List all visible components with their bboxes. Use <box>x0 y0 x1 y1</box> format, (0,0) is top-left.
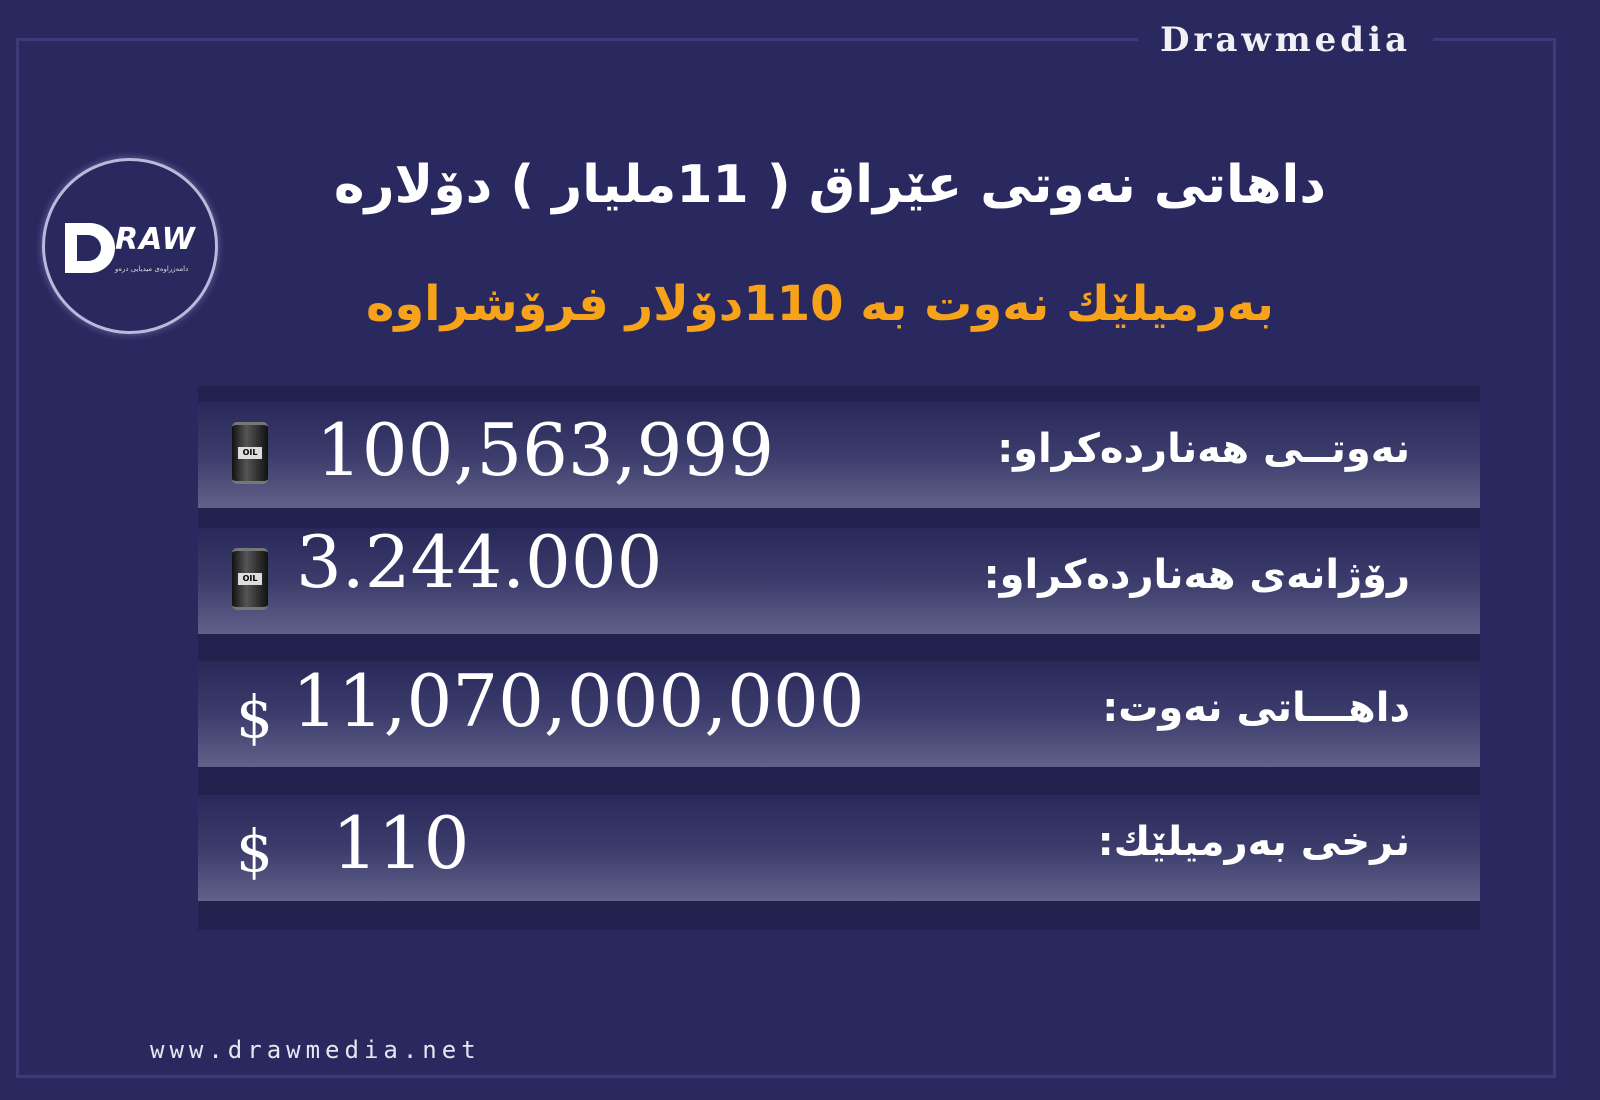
stat-label: نرخی بەرمیلێك: <box>1097 819 1410 865</box>
subheadline: بەرمیلێك نەوت بە 110دۆلار فرۆشراوە <box>365 276 1274 332</box>
oil-barrel-icon: OIL <box>232 548 268 610</box>
logo-subtext: دامەزراوەی میدیایی درەو <box>115 265 189 273</box>
stat-value: 11,070,000,000 <box>292 659 865 743</box>
currency-symbol: $ <box>236 683 273 751</box>
logo-text: RAW <box>115 222 196 257</box>
oil-barrel-icon: OIL <box>232 422 268 484</box>
stat-value: 100,563,999 <box>316 408 775 492</box>
headline: داهاتی نەوتی عێراق ( 11ملیار ) دۆلارە <box>333 155 1327 215</box>
logo-d-mark <box>65 223 115 273</box>
stat-row-barrel-price: $ 110 نرخی بەرمیلێك: <box>198 795 1480 901</box>
outer-frame <box>16 38 1556 1078</box>
stat-value: 3.244.000 <box>296 520 663 604</box>
stat-label: نەوتــی هەناردەكراو: <box>997 426 1410 472</box>
stat-row-daily-export: OIL 3.244.000 رۆژانەی هەناردەكراو: <box>198 520 1480 634</box>
draw-logo: RAW دامەزراوەی میدیایی درەو <box>42 158 218 334</box>
stat-row-exported-oil: OIL 100,563,999 نەوتــی هەناردەكراو: <box>198 402 1480 508</box>
barrel-label: OIL <box>238 573 262 585</box>
stat-row-oil-revenue: $ 11,070,000,000 داهـــاتی نەوت: <box>198 659 1480 767</box>
brand-name: Drawmedia <box>1138 20 1434 60</box>
barrel-label: OIL <box>238 447 262 459</box>
currency-symbol: $ <box>236 817 273 885</box>
stat-label: داهـــاتی نەوت: <box>1102 685 1410 731</box>
stat-value: 110 <box>332 801 470 885</box>
stat-label: رۆژانەی هەناردەكراو: <box>983 552 1410 598</box>
website-url: www.drawmedia.net <box>132 1036 499 1064</box>
